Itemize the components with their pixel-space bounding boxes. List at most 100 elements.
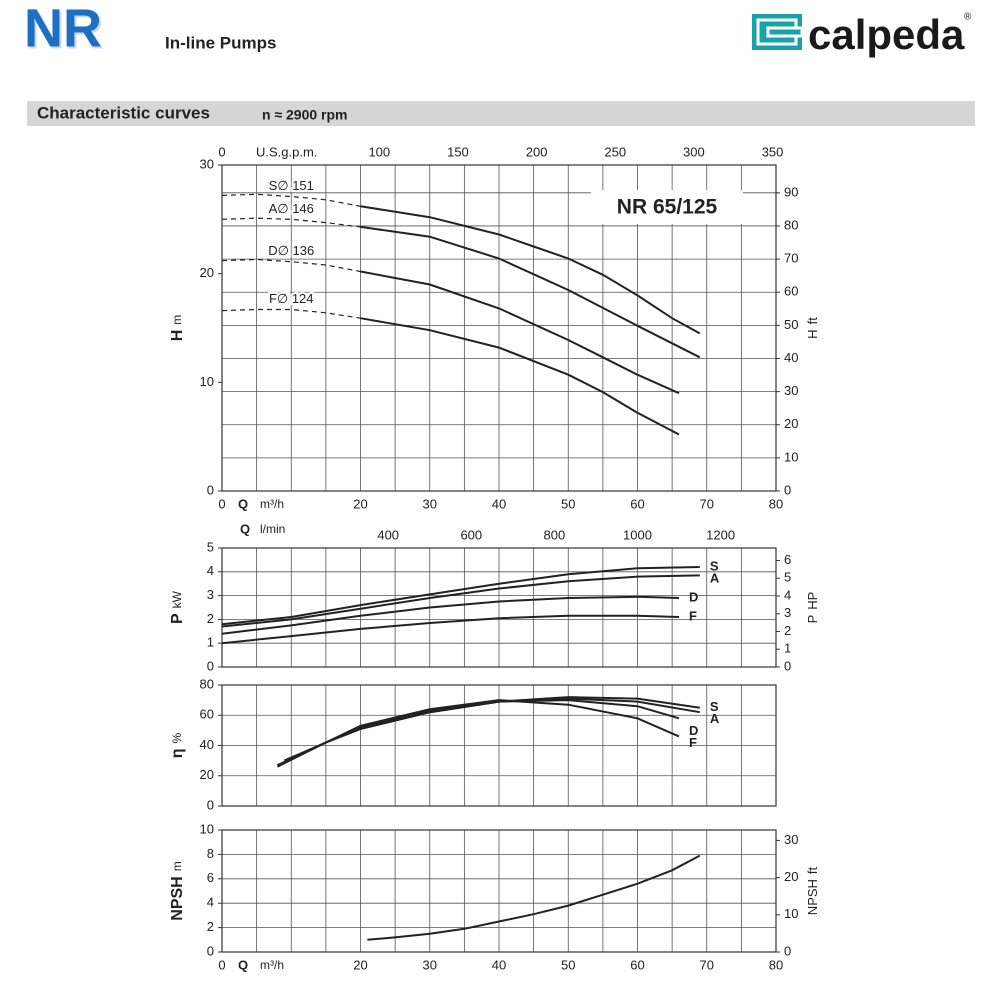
subtitle: In-line Pumps (165, 33, 276, 52)
x2-tick-label: 1000 (623, 527, 652, 542)
y-tick-label: 40 (200, 737, 214, 752)
y-tick-label: 10 (200, 821, 214, 836)
y-tick-label: 8 (207, 846, 214, 861)
y2-tick-label: 90 (784, 184, 798, 199)
y2-tick-label: 5 (784, 570, 791, 585)
curve (221, 574, 700, 628)
y2-axis-unit: ft (805, 866, 820, 874)
x2-tick-label: 1200 (706, 527, 735, 542)
brand-shadow: NR (26, 0, 104, 60)
y-axis-unit: % (170, 732, 184, 743)
y-axis-label: H (169, 330, 186, 342)
series-label: S (710, 699, 719, 714)
y-tick-label: 0 (207, 658, 214, 673)
x2-tick-label: 400 (377, 527, 399, 542)
y2-tick-label: 1 (784, 641, 791, 656)
model-label: NR 65/125 (617, 196, 718, 219)
y2-axis-title: P HP (805, 592, 820, 624)
x-tick-label: 20 (353, 957, 367, 972)
y-tick-label: 0 (207, 482, 214, 497)
y-tick-label: 30 (200, 156, 214, 171)
x-tick-label: 0 (218, 957, 225, 972)
curve (221, 566, 700, 626)
y-axis-label: NPSH (169, 876, 186, 920)
section-bar (27, 101, 975, 126)
y2-axis-title: NPSH ft (805, 866, 820, 915)
logo-mark: ® (964, 12, 972, 23)
plot-frame (221, 547, 777, 668)
y2-tick-label: 3 (784, 605, 791, 620)
x-tick-label: 70 (700, 957, 714, 972)
y-tick-label: 4 (207, 895, 214, 910)
series-label: S (710, 558, 719, 573)
series-label: F (689, 608, 697, 623)
x-tick-label: 0 (218, 496, 225, 511)
model-box (591, 190, 743, 224)
y2-axis-label: H (805, 329, 820, 338)
y2-tick-label: 2 (784, 623, 791, 638)
y2-tick-label: 4 (784, 587, 791, 602)
x2-axis-unit: l/min (260, 522, 285, 536)
y2-tick-label: 10 (784, 449, 798, 464)
curve (276, 699, 680, 768)
y2-tick-label: 50 (784, 317, 798, 332)
y-tick-label: 80 (200, 676, 214, 691)
x2-tick-label: 200 (526, 144, 548, 159)
curve (360, 270, 680, 395)
series-label: F∅ 124 (269, 291, 314, 306)
y2-axis-title: Hft (805, 317, 820, 339)
y2-tick-label: 30 (784, 383, 798, 398)
y2-tick-label: 0 (784, 658, 791, 673)
y-tick-label: 0 (207, 797, 214, 812)
series-label: A (710, 711, 720, 726)
x2-tick-label: 100 (368, 144, 390, 159)
x2-tick-label: 800 (544, 527, 566, 542)
x-tick-label: 80 (769, 957, 783, 972)
brand: NR (24, 0, 102, 58)
x-tick-label: 50 (561, 957, 575, 972)
y-tick-label: 3 (207, 587, 214, 602)
curve (221, 614, 680, 645)
y2-tick-label: 20 (784, 869, 798, 884)
y2-axis-unit: ft (805, 317, 820, 325)
curve (360, 205, 701, 335)
y-tick-label: 0 (207, 943, 214, 958)
x2-tick-label: 300 (683, 144, 705, 159)
y-tick-label: 20 (200, 767, 214, 782)
x-axis-unit: m³/h (260, 958, 284, 972)
x-axis-title: Q (238, 957, 248, 972)
x2-tick-label: 600 (460, 527, 482, 542)
y2-axis-unit: HP (805, 592, 820, 610)
curve (360, 317, 680, 436)
y-axis-label: P (169, 613, 186, 624)
y-tick-label: 5 (207, 539, 214, 554)
section-title: Characteristic curves (37, 103, 210, 122)
curve (367, 854, 701, 941)
x2-tick-label: 0 (218, 144, 225, 159)
x-tick-label: 20 (353, 496, 367, 511)
logo: calpeda (808, 11, 965, 58)
y2-tick-label: 60 (784, 284, 798, 299)
logo-icon (752, 14, 804, 50)
x-tick-label: 40 (492, 496, 506, 511)
series-label: D (689, 723, 698, 738)
y2-tick-label: 0 (784, 482, 791, 497)
x2-tick-label: 150 (447, 144, 469, 159)
x-axis-title: Q (238, 496, 248, 511)
series-label: D (689, 589, 698, 604)
x-tick-label: 80 (769, 496, 783, 511)
y-axis-unit: m (170, 861, 184, 871)
x2-tick-label: 250 (604, 144, 626, 159)
x-axis-unit: m³/h (260, 497, 284, 511)
series-label: D∅ 136 (268, 243, 314, 258)
y-axis-label: η (169, 748, 186, 758)
x2-axis-title: U.S.g.p.m. (256, 144, 317, 159)
y-tick-label: 1 (207, 635, 214, 650)
y-axis-title: Hm (169, 315, 186, 342)
x-tick-label: 50 (561, 496, 575, 511)
y-axis-title: PkW (169, 590, 186, 624)
x-tick-label: 60 (630, 957, 644, 972)
x-tick-label: 60 (630, 496, 644, 511)
y-tick-label: 20 (200, 265, 214, 280)
y2-tick-label: 30 (784, 832, 798, 847)
